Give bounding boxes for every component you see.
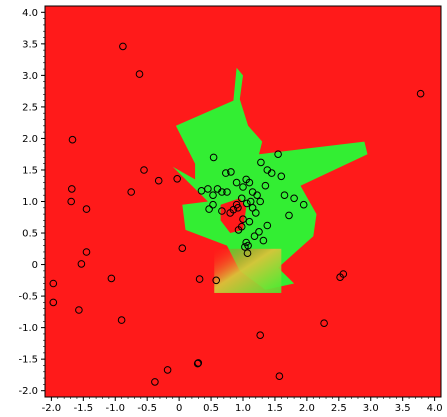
data-point	[416, 89, 425, 98]
y-tick-label: 1.0	[22, 197, 38, 208]
data-point	[209, 153, 218, 162]
x-tick-label: 0.5	[203, 403, 219, 414]
data-point	[68, 135, 77, 144]
data-point	[173, 175, 181, 183]
data-point	[239, 183, 247, 191]
y-tick-label: 1.5	[22, 165, 38, 176]
data-point	[223, 188, 231, 196]
data-point	[280, 191, 289, 199]
data-point	[277, 172, 286, 181]
data-point	[263, 221, 272, 230]
x-tick-label: 4.0	[427, 403, 443, 414]
data-point	[197, 187, 206, 195]
x-tick-label: -2.0	[42, 403, 62, 414]
data-point	[135, 70, 144, 78]
y-tick-label: -2.0	[18, 386, 38, 397]
x-axis-ticks: -2.0 -1.5 -1.0 -0.5 0 0.5 1.0 1.5 2.0 2.5 3.0 3.5 4.…	[42, 397, 443, 414]
data-point	[339, 270, 348, 278]
data-point	[267, 169, 276, 177]
data-point	[255, 228, 263, 236]
y-tick-label: 4.0	[22, 8, 38, 19]
data-point	[243, 249, 252, 257]
data-point	[193, 359, 202, 368]
data-point	[239, 215, 247, 223]
data-point	[140, 166, 148, 174]
data-point	[178, 244, 187, 252]
data-point	[275, 372, 284, 381]
data-point	[243, 199, 251, 208]
data-point	[119, 42, 127, 51]
data-point	[257, 158, 265, 167]
data-point	[209, 191, 217, 199]
data-point	[253, 191, 261, 199]
data-point	[117, 316, 126, 324]
data-point	[49, 279, 58, 288]
data-point	[285, 211, 293, 220]
data-point	[274, 150, 282, 158]
x-tick-label: -0.5	[137, 403, 157, 414]
y-tick-label: 3.5	[22, 39, 38, 50]
x-tick-label: -1.5	[74, 403, 94, 414]
x-tick-label: 0	[176, 403, 182, 414]
data-point	[222, 169, 230, 177]
x-tick-label: -1.0	[106, 403, 126, 414]
data-point	[205, 205, 213, 213]
data-point	[244, 241, 252, 250]
y-tick-label: -1.0	[18, 323, 38, 334]
class-blend-region	[214, 248, 282, 293]
data-point	[232, 200, 241, 209]
data-point	[232, 178, 241, 187]
data-point	[82, 205, 91, 213]
data-point	[256, 197, 265, 206]
data-point	[68, 185, 76, 193]
data-point	[299, 200, 308, 209]
data-point	[151, 378, 159, 386]
data-point	[218, 207, 226, 215]
x-tick-label: 2.5	[331, 403, 347, 414]
data-point	[290, 194, 298, 203]
data-point	[209, 200, 217, 209]
data-point	[154, 176, 163, 185]
y-tick-label: 0	[32, 260, 38, 271]
data-point	[320, 319, 328, 328]
class-region-green	[172, 67, 368, 290]
data-point	[67, 197, 75, 206]
data-points	[49, 42, 425, 386]
data-point	[245, 178, 254, 187]
data-point	[77, 260, 86, 268]
data-point	[237, 194, 246, 203]
data-point	[256, 331, 265, 340]
x-tick-label: 3.0	[363, 403, 379, 414]
data-point	[259, 236, 268, 245]
data-point	[261, 181, 270, 190]
data-point	[127, 188, 135, 196]
data-point	[227, 168, 235, 176]
x-tick-label: 1.5	[267, 403, 283, 414]
x-tick-label: 3.5	[395, 403, 411, 414]
data-point	[163, 366, 172, 374]
data-point	[194, 359, 203, 367]
y-tick-label: -1.5	[18, 355, 38, 366]
x-tick-label: 1.0	[235, 403, 251, 414]
data-point	[234, 226, 243, 234]
data-point	[252, 209, 260, 217]
data-point	[245, 217, 254, 226]
y-tick-label: 2.5	[22, 102, 38, 113]
data-point	[218, 188, 226, 196]
data-point	[82, 248, 91, 256]
y-tick-label: 0.5	[22, 229, 38, 240]
x-tick-label: 2.0	[299, 403, 315, 414]
y-tick-label: -0.5	[18, 292, 38, 303]
data-point	[107, 274, 116, 283]
data-point	[49, 298, 58, 307]
data-point	[250, 232, 259, 240]
data-point	[195, 275, 204, 283]
data-point	[75, 306, 83, 314]
y-tick-label: 2.0	[22, 134, 38, 145]
data-point	[246, 197, 255, 206]
y-axis-ticks: -2.0 -1.5 -1.0 -0.5 0 0.5 1.0 1.5 2.0 2.5 3.0 3.5 4.…	[18, 8, 45, 397]
y-tick-label: 3.0	[22, 71, 38, 82]
data-point	[212, 276, 220, 285]
